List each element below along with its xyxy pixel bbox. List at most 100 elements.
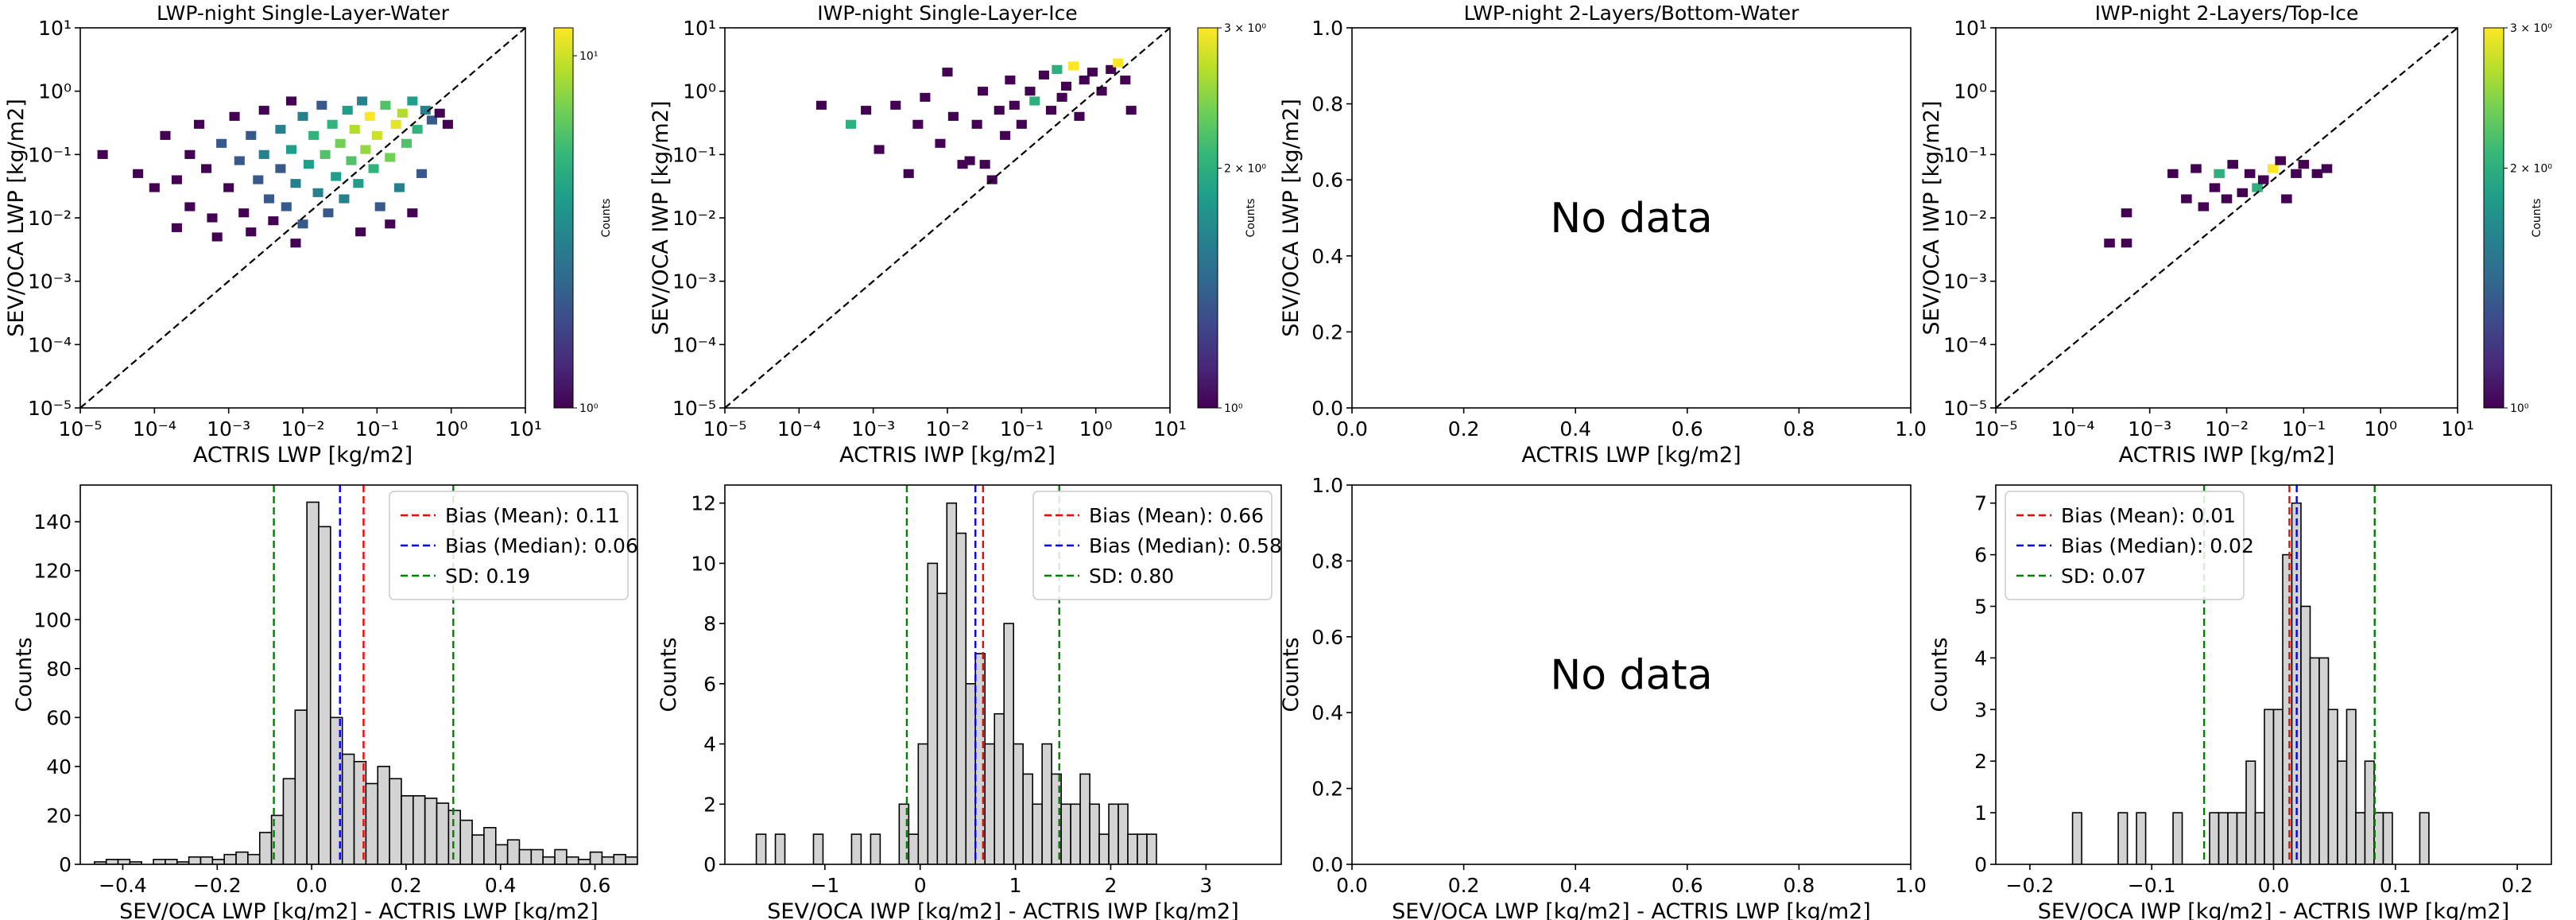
colorbar — [2483, 27, 2504, 409]
heatmap-cell — [2275, 156, 2286, 165]
histogram-bar — [494, 844, 509, 864]
axes-frame — [1351, 484, 1912, 865]
y-tick-label: 1.0 — [1311, 474, 1343, 497]
histogram-bar — [850, 833, 862, 864]
y-tick-label: 10⁻⁴ — [28, 333, 72, 356]
y-tick-label: 10⁻¹ — [672, 143, 716, 166]
legend-label: Bias (Median): 0.58 — [1089, 534, 1282, 557]
y-tick-label: 7 — [1974, 492, 1987, 515]
histogram-bar — [447, 809, 462, 864]
panel: 10⁰ 10¹ Counts 10⁻⁵ 10⁻⁴ 10⁻³ 10⁻² 10⁻¹ 10⁰ 10¹ 10… — [4, 2, 613, 468]
x-tick-label: 10⁻² — [2205, 417, 2249, 441]
histogram-bar — [755, 833, 767, 864]
heatmap-cell — [2214, 169, 2225, 178]
heatmap-cell — [2244, 169, 2256, 178]
heatmap-cell — [1079, 76, 1090, 85]
heatmap-cell — [1056, 92, 1067, 102]
annotation: No data — [1550, 652, 1712, 700]
heatmap-cell — [912, 119, 924, 129]
heatmap-cell — [360, 145, 371, 154]
x-tick-label: −0.1 — [2128, 874, 2176, 897]
y-tick-label: 0.6 — [1311, 626, 1343, 649]
histogram-bar — [566, 856, 579, 864]
y-tick-label: 10⁻⁵ — [672, 397, 716, 420]
y-axis-label: SEV/OCA IWP [kg/m2] — [649, 101, 673, 336]
x-tick-label: 10⁰ — [435, 417, 468, 441]
x-tick-label: 1 — [1009, 874, 1022, 897]
heatmap-cell — [2237, 188, 2249, 197]
panel: 10⁰ 2 × 10⁰ 3 × 10⁰ Counts 10⁻⁵ 10⁻⁴ 10⁻³ 10⁻² 1… — [649, 2, 1266, 468]
histogram-bar — [613, 853, 626, 864]
chart-title: LWP-night 2-Layers/Bottom-Water — [1464, 2, 1800, 25]
histogram-bar — [2282, 553, 2293, 864]
histogram-bar — [117, 859, 131, 864]
heatmap-cell — [346, 156, 357, 165]
heatmap-cell — [2121, 208, 2132, 218]
heatmap-cell — [1005, 76, 1016, 85]
panel: Bias (Mean): 0.01 Bias (Median): 0.02 SD: … — [1927, 484, 2552, 920]
histogram-bar — [1013, 743, 1024, 864]
y-tick-label: 10⁻⁴ — [1943, 333, 1987, 356]
heatmap-cell — [979, 160, 990, 169]
heatmap-cell — [397, 108, 408, 118]
x-tick-label: 10⁻⁴ — [777, 417, 821, 441]
y-tick-label: 4 — [703, 733, 716, 756]
heatmap-cell — [171, 175, 182, 184]
histogram-bar — [625, 856, 637, 864]
heatmap-cell — [385, 219, 396, 229]
x-tick-label: 0.6 — [1671, 417, 1703, 441]
y-tick-label: 140 — [33, 510, 72, 534]
y-tick-label: 0.4 — [1311, 245, 1343, 268]
histogram-bar — [1137, 833, 1148, 864]
histogram-bar — [812, 833, 824, 864]
heatmap-cell — [1038, 70, 1049, 80]
heatmap-cell — [238, 208, 250, 218]
heatmap-cell — [2321, 164, 2333, 173]
x-tick-label: 0.8 — [1784, 417, 1815, 441]
x-tick-label: 10⁻³ — [207, 417, 250, 441]
heatmap-cell — [1074, 111, 1085, 121]
heatmap-cell — [342, 106, 353, 115]
histogram-bar — [927, 562, 939, 864]
y-tick-label: 2 — [1974, 750, 1987, 773]
panel: Bias (Mean): 0.66 Bias (Median): 0.58 SD: … — [657, 484, 1282, 920]
histogram-bar — [306, 501, 320, 864]
y-tick-label: 100 — [33, 608, 72, 631]
heatmap-cell — [964, 156, 975, 165]
y-tick-label: 10⁻² — [1943, 207, 1987, 230]
x-tick-label: 10⁻¹ — [1000, 417, 1044, 441]
heatmap-cell — [1045, 106, 1057, 115]
histogram-bar — [2382, 812, 2393, 864]
x-tick-label: 0.6 — [1671, 874, 1703, 897]
heatmap-cell — [297, 219, 308, 229]
histogram-bar — [436, 802, 450, 864]
histogram-bar — [365, 782, 379, 864]
histogram-bar — [1003, 623, 1014, 864]
heatmap-cell — [874, 145, 885, 154]
x-tick-label: 0.2 — [1448, 874, 1480, 897]
panel: No data 0.0 0.2 0.4 0.6 0.8 1.0 0.0 0.2 0.4 0.6 0.8… — [1279, 474, 1927, 920]
identity-line — [1996, 28, 2458, 408]
histogram-bar — [2136, 812, 2147, 864]
heatmap-cell — [407, 96, 418, 106]
x-tick-label: 10⁻¹ — [355, 417, 399, 441]
heatmap-cell — [371, 130, 382, 140]
colorbar — [1197, 27, 1218, 409]
heatmap-cell — [407, 208, 418, 218]
heatmap-cell — [258, 149, 269, 159]
heatmap-cell — [2291, 169, 2302, 178]
y-tick-label: 0 — [703, 853, 716, 876]
y-tick-label: 1.0 — [1311, 17, 1343, 40]
y-tick-label: 1 — [1974, 802, 1987, 825]
histogram-bar — [1098, 833, 1110, 864]
x-axis-label: SEV/OCA LWP [kg/m2] - ACTRIS LWP [kg/m2] — [1392, 899, 1871, 920]
identity-line — [725, 28, 1170, 408]
chart-title: LWP-night Single-Layer-Water — [157, 2, 450, 25]
histogram-bar — [984, 743, 996, 864]
heatmap-cell — [401, 138, 413, 148]
histogram-bar — [518, 848, 533, 864]
heatmap-cell — [323, 208, 334, 218]
legend-box — [1032, 491, 1273, 600]
heatmap-cell — [201, 164, 212, 173]
heatmap-cell — [353, 179, 364, 188]
